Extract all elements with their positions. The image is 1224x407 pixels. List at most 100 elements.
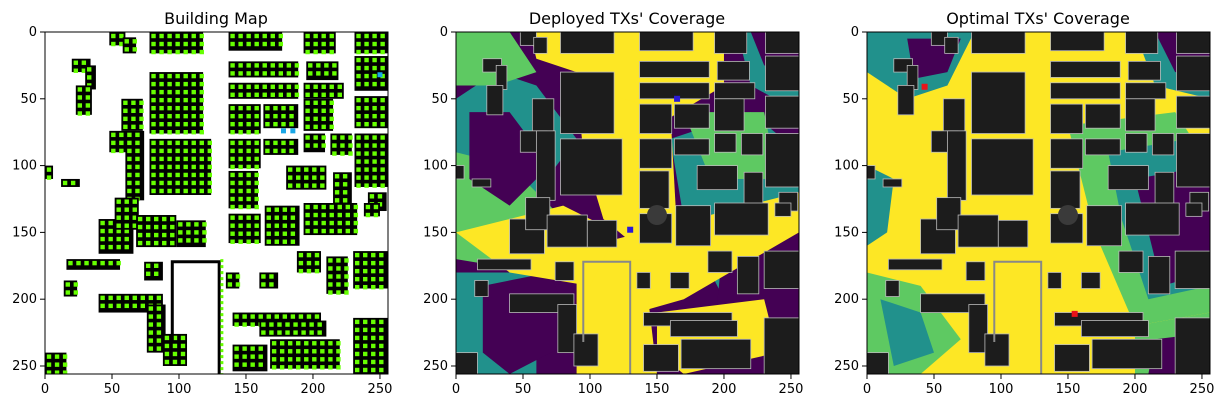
candidate-point [238, 239, 243, 244]
candidate-point [116, 199, 121, 204]
candidate-point [372, 159, 377, 164]
building [1054, 344, 1090, 372]
candidate-point [246, 180, 251, 186]
y-tick-label: 250 [423, 359, 448, 374]
candidate-point [345, 220, 351, 226]
candidate-point [234, 314, 239, 319]
candidate-point [156, 338, 162, 343]
candidate-point [364, 97, 369, 103]
candidate-point [344, 290, 349, 295]
candidate-point [145, 224, 151, 230]
candidate-point [372, 49, 377, 55]
candidate-point [202, 230, 207, 235]
candidate-point [336, 357, 341, 362]
candidate-point [137, 232, 143, 238]
candidate-point [271, 365, 277, 370]
building [957, 214, 999, 248]
candidate-point [46, 370, 52, 374]
candidate-point [183, 121, 188, 127]
candidate-point [230, 129, 235, 135]
candidate-point [356, 175, 361, 180]
candidate-point [306, 252, 312, 258]
candidate-point [261, 322, 266, 327]
candidate-point [298, 260, 304, 266]
candidate-point [238, 41, 243, 47]
candidate-point [356, 97, 361, 103]
x-tick-label: 50 [104, 382, 121, 397]
candidate-point [151, 113, 156, 119]
candidate-point [151, 172, 156, 178]
candidate-point [273, 105, 278, 111]
candidate-point [108, 228, 113, 234]
candidate-point [266, 231, 271, 236]
candidate-point [336, 290, 341, 295]
candidate-point [230, 41, 235, 47]
candidate-point [356, 113, 361, 119]
candidate-point [334, 182, 340, 187]
candidate-point [167, 140, 172, 146]
candidate-point [230, 156, 235, 162]
candidate-point [332, 63, 337, 68]
candidate-point [234, 346, 239, 351]
candidate-point [175, 140, 180, 146]
candidate-point [132, 47, 137, 52]
candidate-point [191, 129, 196, 135]
candidate-point [364, 121, 369, 127]
candidate-point [183, 164, 188, 170]
candidate-point [159, 97, 164, 103]
candidate-point [156, 295, 162, 301]
candidate-point [353, 212, 359, 218]
building [714, 202, 769, 236]
candidate-point [364, 113, 369, 119]
candidate-point [278, 92, 284, 97]
candidate-point [313, 220, 318, 226]
candidate-point [356, 105, 361, 111]
candidate-point [287, 365, 293, 370]
candidate-point [380, 105, 385, 111]
candidate-point [123, 108, 128, 114]
building [984, 333, 1010, 367]
candidate-point [167, 49, 172, 55]
candidate-point [336, 365, 341, 370]
candidate-point [254, 239, 259, 244]
candidate-point [199, 172, 204, 178]
candidate-point [353, 204, 359, 210]
candidate-point [296, 357, 301, 362]
candidate-point [199, 129, 204, 135]
candidate-point [305, 212, 310, 218]
candidate-point [167, 105, 172, 111]
building [1147, 256, 1171, 295]
candidate-point [230, 105, 235, 111]
candidate-point [172, 335, 178, 341]
candidate-point [164, 351, 170, 357]
candidate-point [290, 215, 296, 220]
candidate-point [151, 41, 156, 47]
candidate-point [270, 92, 275, 97]
candidate-point [227, 282, 233, 287]
candidate-point [282, 231, 288, 236]
candidate-point [371, 343, 376, 349]
candidate-point [119, 132, 124, 138]
candidate-point [294, 84, 300, 89]
candidate-point [363, 252, 368, 258]
candidate-point [116, 207, 121, 212]
candidate-point [380, 65, 385, 71]
candidate-point [246, 33, 251, 39]
candidate-point [377, 194, 383, 199]
axes-frame [44, 31, 389, 375]
building-map-axes: 0 50 100 150 200 250 0 50 100 150 200 250 [12, 25, 392, 397]
candidate-point [199, 49, 204, 55]
candidate-point [379, 327, 384, 333]
candidate-point [183, 113, 188, 119]
candidate-point [345, 204, 351, 210]
candidate-point [199, 164, 204, 170]
candidate-point [332, 71, 337, 76]
candidate-point [328, 341, 333, 346]
x-tick-label: 200 [1123, 382, 1148, 397]
building [763, 250, 799, 289]
deployed-coverage-panel [456, 32, 799, 374]
candidate-point [199, 41, 204, 47]
candidate-point [340, 143, 345, 148]
deployed-tx-marker [377, 72, 383, 78]
building [546, 214, 588, 248]
